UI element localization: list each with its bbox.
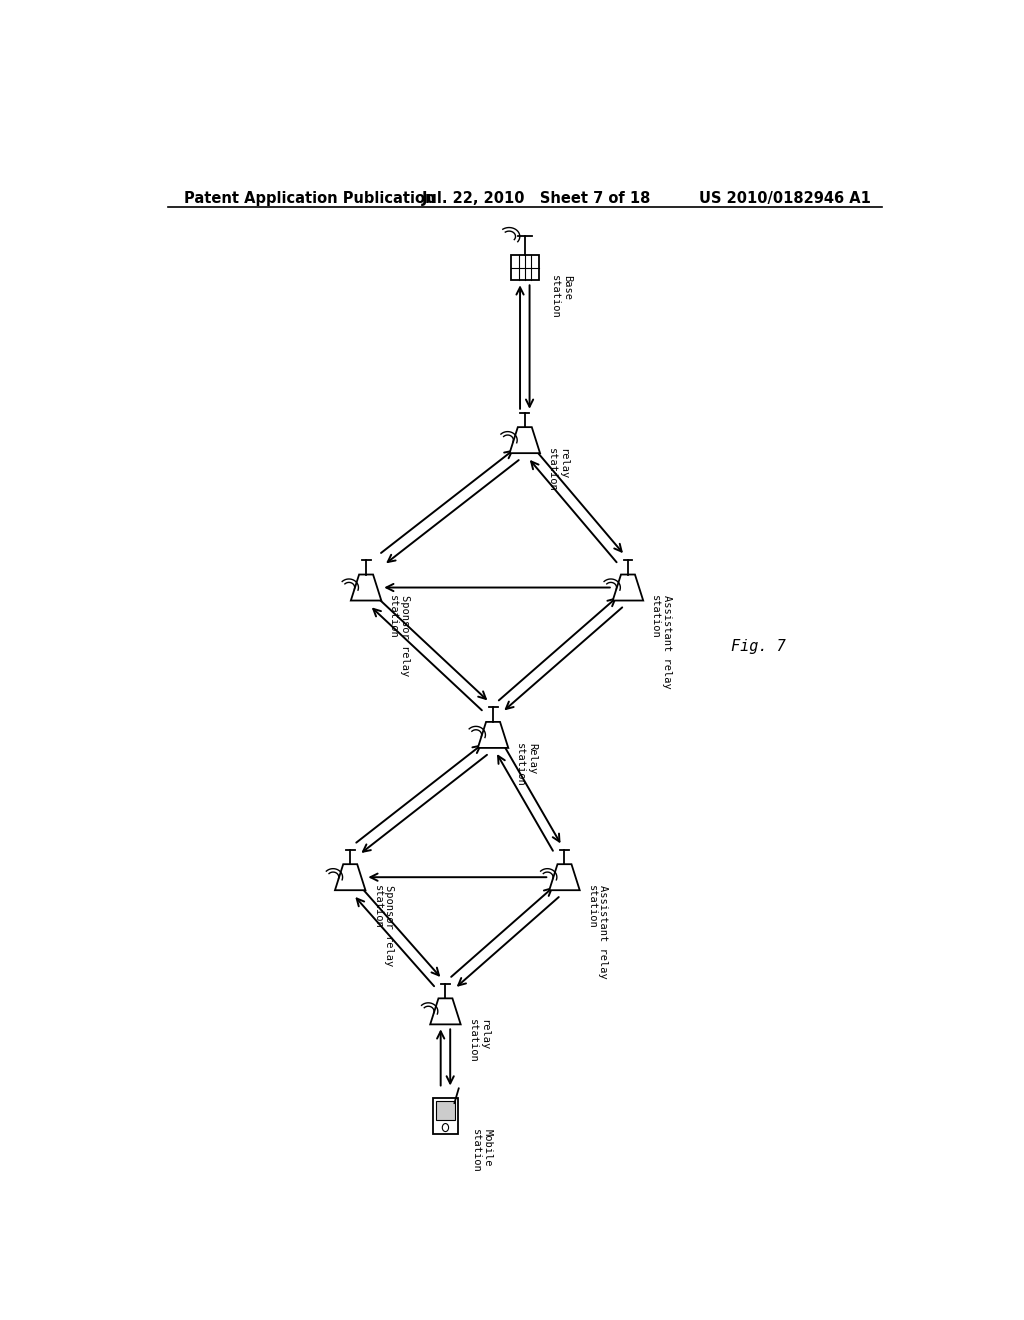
Polygon shape [335,865,366,890]
Text: Base
station: Base station [550,276,571,319]
Text: Assistant relay
station: Assistant relay station [650,595,672,689]
Polygon shape [511,255,539,280]
Polygon shape [351,574,381,601]
Text: Patent Application Publication: Patent Application Publication [183,191,435,206]
Text: Sponsor relay
station: Sponsor relay station [388,595,410,677]
Polygon shape [510,428,540,453]
Polygon shape [436,1101,455,1121]
Text: Assistant relay
station: Assistant relay station [587,886,608,979]
Circle shape [442,1123,449,1131]
Text: Jul. 22, 2010   Sheet 7 of 18: Jul. 22, 2010 Sheet 7 of 18 [422,191,651,206]
Text: Fig. 7: Fig. 7 [731,639,785,653]
Text: Mobile
station: Mobile station [471,1129,493,1172]
Polygon shape [432,1097,459,1134]
Polygon shape [430,998,461,1024]
Polygon shape [549,865,580,890]
Text: US 2010/0182946 A1: US 2010/0182946 A1 [699,191,871,206]
Text: relay
station: relay station [468,1019,489,1063]
Text: Relay
station: Relay station [515,743,537,787]
Polygon shape [478,722,508,748]
Polygon shape [612,574,643,601]
Text: relay
station: relay station [547,447,568,492]
Text: Sponsor relay
station: Sponsor relay station [373,886,394,966]
